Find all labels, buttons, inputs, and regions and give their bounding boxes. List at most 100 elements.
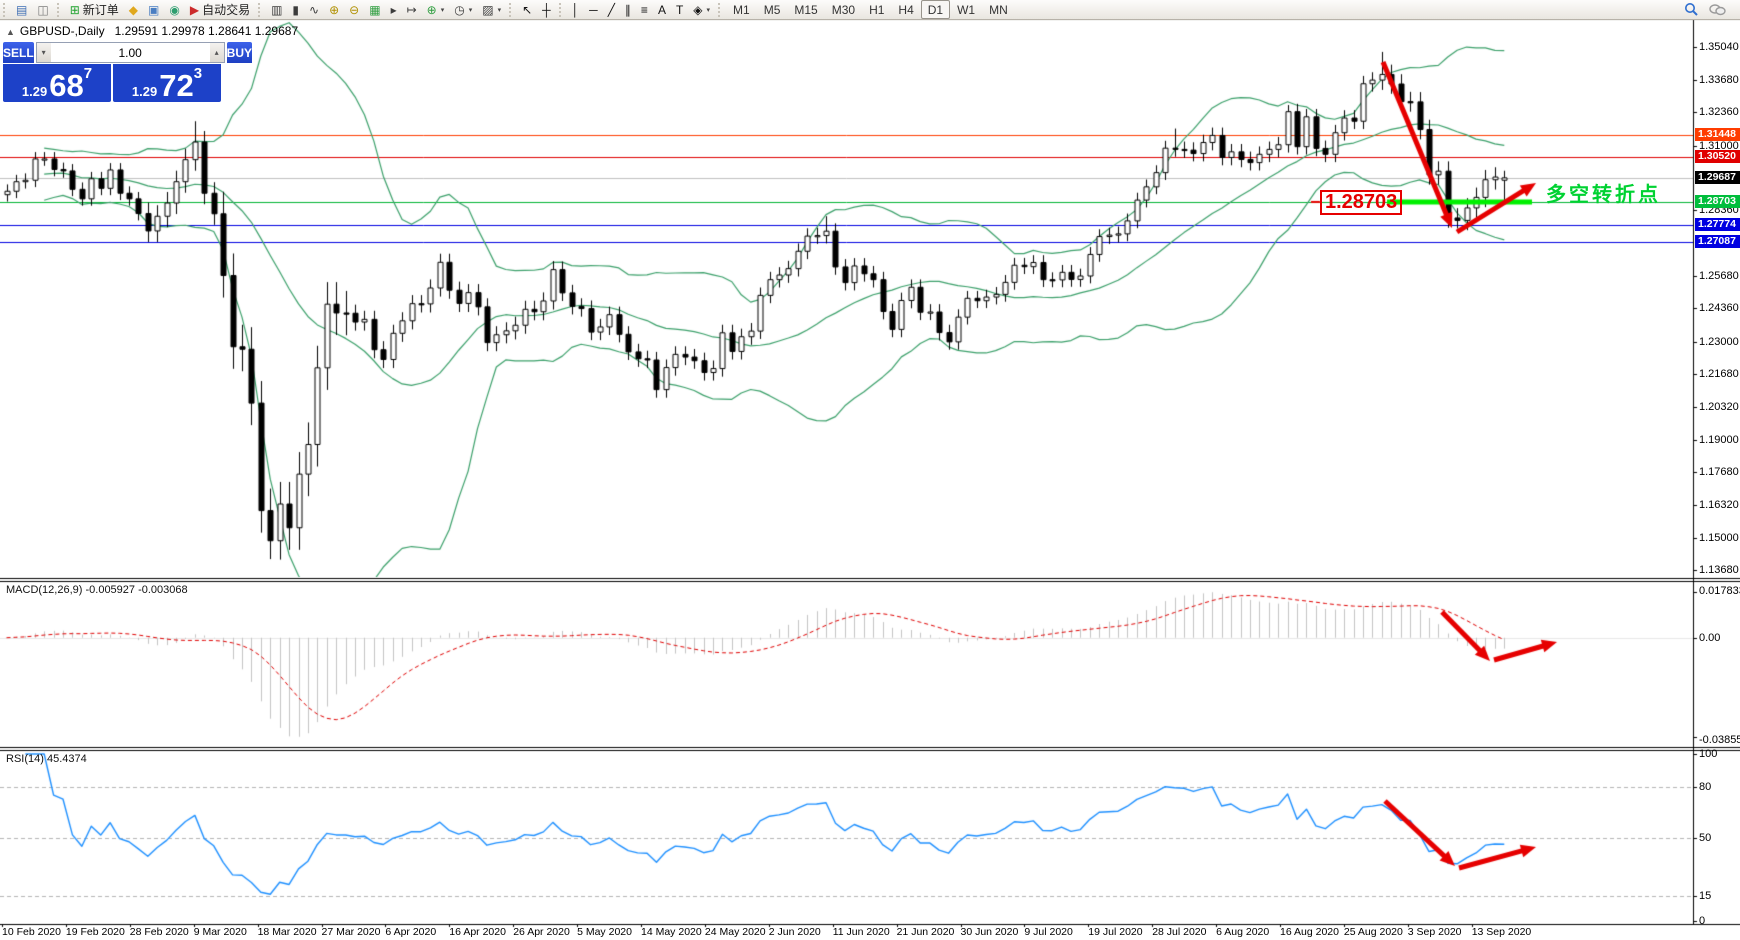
date-label: 28 Jul 2020 [1152,926,1207,938]
fibonacci-button[interactable]: ≡ [636,0,653,19]
buy-price-point: 3 [193,65,203,82]
crosshair-button[interactable]: ┼ [537,0,556,19]
date-label: 5 May 2020 [577,926,632,938]
horizontal-line-icon: ─ [589,2,598,17]
chevron-down-icon: ▾ [468,6,473,14]
sell-price-box[interactable]: 1.29 68 7 [3,64,111,102]
periods-button[interactable]: ◷ ▾ [449,0,477,19]
equidistant-channel-button[interactable]: ∥ [620,0,636,19]
date-label: 13 Sep 2020 [1471,926,1532,938]
volume-input[interactable] [50,43,210,62]
equidistant-channel-icon: ∥ [624,2,631,17]
vertical-line-button[interactable]: │ [567,0,585,19]
date-label: 14 May 2020 [641,926,702,938]
cursor-button[interactable]: ↖ [517,0,537,19]
macd-label: MACD(12,26,9) -0.005927 -0.003068 [6,584,188,596]
price-tick-label: 1.32360 [1699,106,1739,119]
timeframe-mn-button[interactable]: MN [989,2,1008,17]
timeframe-m15-button[interactable]: M15 [794,2,818,17]
price-tick-label: 1.17680 [1699,465,1739,478]
price-badge: 1.31448 [1695,127,1740,141]
trendline-button[interactable]: ╱ [603,0,620,19]
timeframe-m30-button[interactable]: M30 [831,2,856,17]
rsi-axis-label: 50 [1699,831,1712,844]
price-tick-label: 1.21680 [1699,367,1739,380]
strategy-tester-button[interactable]: ◉ [164,0,184,19]
horizontal-line-button[interactable]: ─ [584,0,603,19]
indicators-button[interactable]: ⊕ ▾ [422,0,450,19]
arrows-objects-button[interactable]: ◈ ▾ [688,0,715,19]
zoom-in-icon: ⊕ [329,2,340,17]
toolbar-separator [3,2,8,17]
price-tick-label: 1.25680 [1699,270,1739,282]
search-icon[interactable] [1684,2,1699,17]
turning-point-annotation[interactable]: 多空转折点 [1546,182,1661,206]
timeframe-h4-button[interactable]: H4 [898,2,914,17]
line-chart-button[interactable]: ∿ [304,0,324,19]
metaeditor-icon: ◆ [128,2,138,17]
timeframe-d1-button[interactable]: D1 [920,0,951,19]
date-label: 25 Aug 2020 [1343,926,1403,938]
terminal-button[interactable]: ▣ [143,0,164,19]
text-label-button[interactable]: T [671,0,688,19]
timeframe-m5-button[interactable]: M5 [763,2,781,17]
price-tick-label: 1.15000 [1699,531,1739,544]
new-chart-button[interactable]: ▤ [11,0,32,19]
templates-button[interactable]: ▨ ▾ [477,0,506,19]
chat-icon[interactable] [1709,3,1726,17]
fibonacci-icon: ≡ [640,2,648,17]
autotrading-label: 自动交易 [202,3,251,17]
date-label: 28 Feb 2020 [129,926,189,938]
metaeditor-button[interactable]: ◆ [124,0,143,19]
buy-price-box[interactable]: 1.29 72 3 [113,64,221,102]
profiles-button[interactable]: ◫ [32,0,53,19]
rsi-axis-label: 0 [1699,915,1706,927]
candlestick-chart-button[interactable]: ▮ [287,0,304,19]
tile-windows-button[interactable]: ▦ [364,0,385,19]
chart-shift-button[interactable]: ↦ [402,0,422,19]
price-tick-label: 1.16320 [1699,499,1739,512]
zoom-out-button[interactable]: ⊖ [344,0,364,19]
periods-icon: ◷ [454,2,465,17]
collapse-icon[interactable]: ▲ [6,27,15,37]
bar-chart-icon: ▥ [271,2,283,17]
price-tick-label: 1.31000 [1699,139,1739,152]
price-annotation-label[interactable]: 1.28703 [1320,190,1403,215]
new-order-button[interactable]: ⊞ 新订单 [65,0,124,19]
autotrading-icon: ▶ [189,2,200,17]
price-tick-label: 1.33680 [1699,74,1739,87]
toolbar-right-icons [1684,2,1740,17]
price-tick-label: 1.20320 [1699,401,1739,414]
new-order-label: 新订单 [82,3,119,17]
price-tick-label: 1.23000 [1699,335,1739,348]
candlestick-chart-icon: ▮ [292,2,300,17]
text-label-icon: T [675,2,684,17]
price-badge: 1.29687 [1695,170,1740,184]
buy-price-major: 1.29 [131,84,158,99]
bar-chart-button[interactable]: ▥ [266,0,287,19]
autotrading-button[interactable]: ▶ 自动交易 [185,0,255,19]
auto-scroll-button[interactable]: ▸ [386,0,402,19]
chart-title: ▲ GBPUSD-,Daily 1.29591 1.29978 1.28641 1.… [6,24,298,38]
volume-increase-button[interactable]: ▴ [209,43,224,62]
date-label: 26 Apr 2020 [513,926,570,938]
date-label: 9 Jul 2020 [1024,926,1073,938]
volume-stepper: ▾ ▴ [35,42,225,63]
date-label: 30 Jun 2020 [960,926,1019,938]
timeframe-w1-button[interactable]: W1 [957,2,976,17]
templates-icon: ▨ [482,2,494,17]
date-label: 10 Feb 2020 [2,926,61,938]
terminal-icon: ▣ [148,2,160,17]
date-label: 2 Jun 2020 [768,926,821,938]
timeframe-h1-button[interactable]: H1 [869,2,885,17]
timeframe-m1-button[interactable]: M1 [733,2,750,17]
price-badge: 1.27774 [1695,217,1740,231]
zoom-in-button[interactable]: ⊕ [324,0,344,19]
text-button[interactable]: A [653,0,671,19]
buy-button[interactable]: BUY [226,42,253,63]
chevron-down-icon: ▾ [706,6,711,14]
volume-decrease-button[interactable]: ▾ [36,43,51,62]
sell-button[interactable]: SELL [3,42,34,63]
symbol-period-label: GBPUSD-,Daily [19,24,105,38]
